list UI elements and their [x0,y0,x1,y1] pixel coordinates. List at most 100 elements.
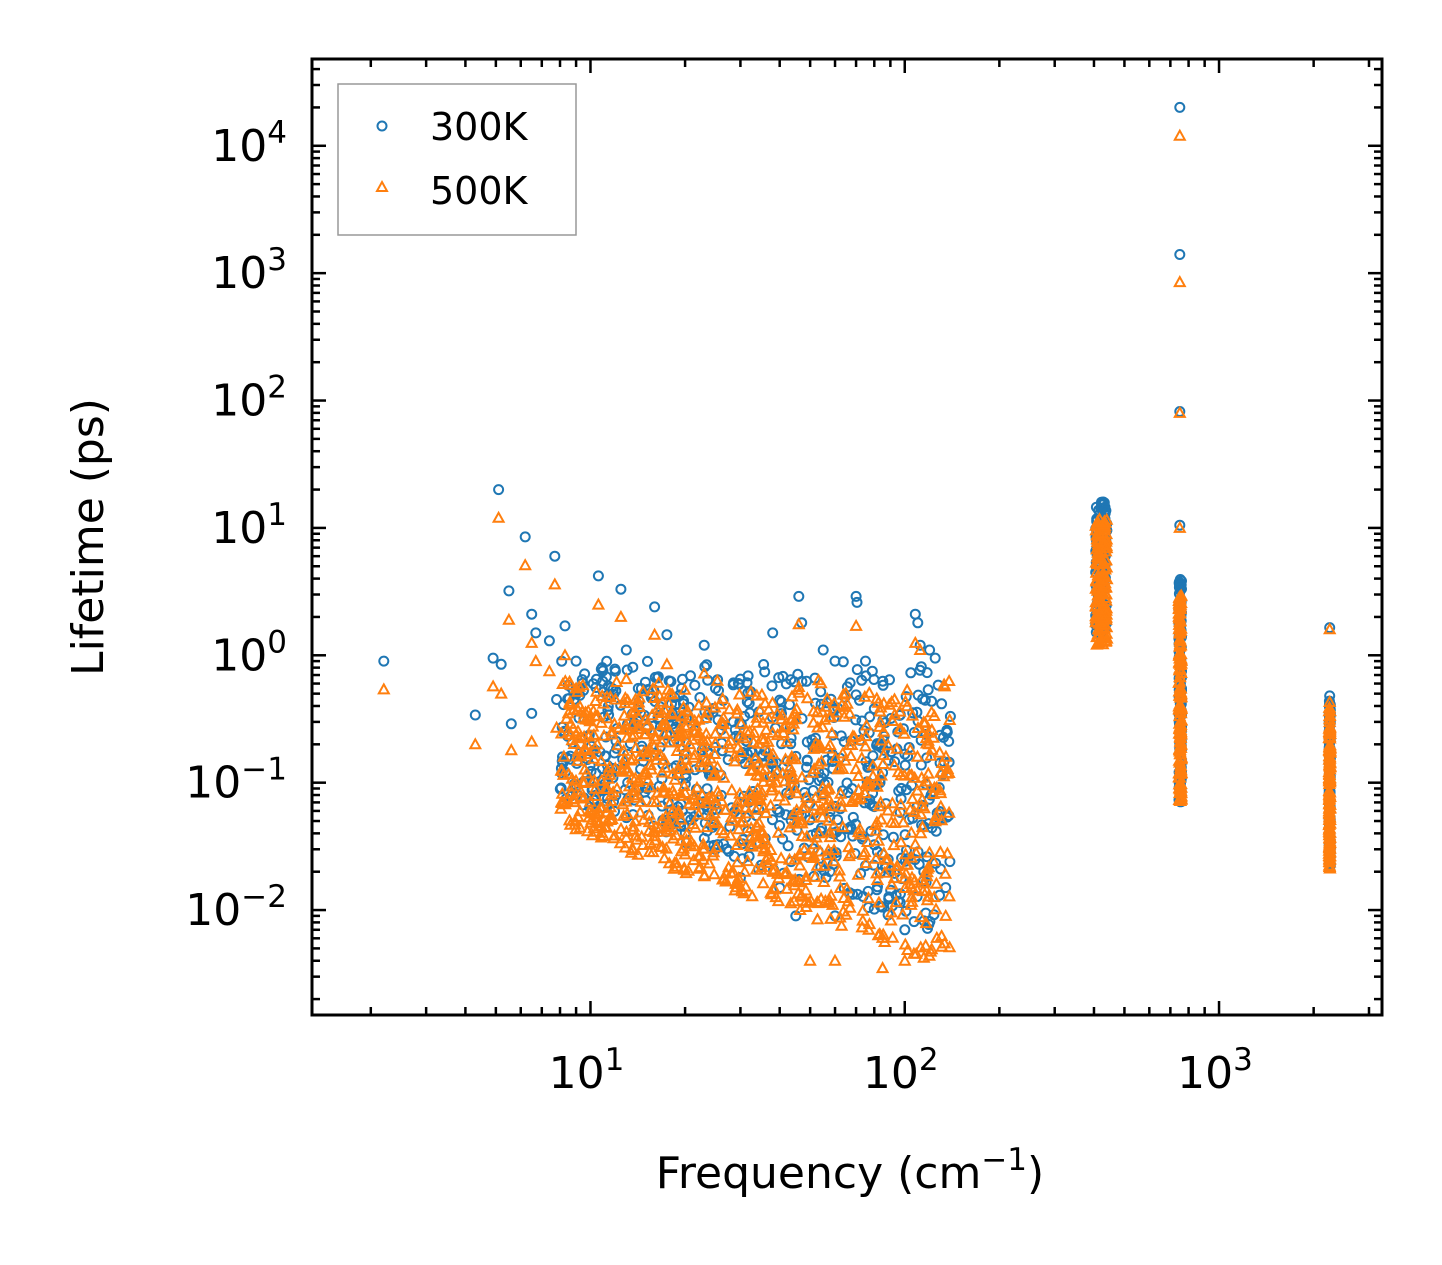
data-point-300K [592,570,604,582]
data-point-500K [626,751,640,764]
data-point-500K [769,775,784,788]
data-point-500K [747,725,761,738]
data-point-500K [793,902,807,915]
data-point-500K [875,930,890,943]
data-point-500K [930,930,944,943]
data-point-500K [665,805,679,818]
data-point-500K [765,853,779,866]
data-point-500K [759,806,773,819]
data-point-500K [687,839,702,852]
data-point-300K [543,635,555,647]
data-point-500K [817,874,831,887]
data-point-500K [916,725,930,738]
data-point-300K [850,590,862,602]
data-point-300K [378,655,390,667]
data-point-500K [574,789,588,802]
data-point-500K [887,758,902,771]
data-point-300K [877,679,889,691]
data-point-500K [900,857,915,870]
data-point-500K [731,740,745,753]
data-point-300K [570,655,582,667]
data-point-300K [914,664,926,676]
data-point-500K [756,715,770,728]
data-point-500K [824,911,838,924]
data-point-500K [1174,752,1189,765]
data-point-500K [908,770,922,783]
data-point-500K [783,760,797,773]
data-point-500K [836,820,850,833]
data-point-500K [648,824,662,837]
data-point-500K [1323,738,1337,751]
data-point-500K [799,869,813,882]
data-point-300K [596,662,608,674]
data-point-500K [542,664,557,677]
data-point-500K [881,852,895,865]
data-point-500K [563,694,577,707]
data-point-500K [890,859,904,872]
data-point-500K [803,953,817,966]
data-point-500K [780,865,794,878]
data-point-500K [548,577,562,590]
data-point-500K [679,866,693,879]
data-point-500K [940,846,955,859]
data-point-500K [828,953,842,966]
data-point-500K [913,642,927,655]
data-point-500K [844,846,858,859]
data-point-300K [922,684,934,696]
data-point-300K [936,698,948,710]
data-point-500K [707,867,721,880]
data-point-500K [820,691,834,704]
data-point-500K [823,825,837,838]
data-point-500K [866,769,880,782]
data-point-500K [823,799,838,812]
data-point-500K [657,717,671,730]
data-point-500K [753,702,767,715]
data-point-500K [823,830,837,843]
data-point-500K [1322,858,1337,871]
data-point-500K [917,875,932,888]
data-point-500K [872,799,886,812]
data-point-500K [858,739,873,752]
data-point-500K [525,635,539,648]
data-point-300K [743,850,755,862]
data-point-500K [823,737,837,750]
data-point-500K [913,910,928,923]
data-point-500K [776,725,790,738]
data-point-500K [732,822,746,835]
data-point-500K [738,864,752,877]
data-point-500K [692,698,706,711]
data-point-500K [708,700,722,713]
data-point-500K [927,780,942,793]
data-point-500K [633,805,647,818]
data-point-500K [828,750,843,763]
data-point-500K [894,721,908,734]
data-point-500K [600,711,614,724]
data-point-300K [850,689,862,701]
data-point-500K [832,869,847,882]
data-point-500K [903,742,917,755]
data-point-500K [787,894,801,907]
data-point-500K [925,742,939,755]
data-point-500K [885,796,900,809]
data-point-500K [859,856,873,869]
data-point-500K [737,731,751,744]
data-point-300K [758,659,770,670]
data-point-500K [1322,783,1336,796]
data-point-500K [1090,532,1104,545]
data-point-500K [679,752,693,765]
data-point-500K [690,780,704,793]
data-point-300K [847,888,859,900]
data-point-500K [554,795,569,808]
data-point-500K [750,835,765,848]
data-point-300K [774,806,786,818]
data-point-500K [744,684,758,697]
data-point-300K [829,655,841,667]
data-point-500K [730,702,745,715]
data-point-500K [789,712,804,725]
data-point-500K [1172,609,1186,622]
data-point-500K [858,845,872,858]
data-point-300K [766,680,778,692]
data-point-500K [836,746,850,759]
data-point-500K [935,755,950,768]
data-point-500K [639,727,653,740]
